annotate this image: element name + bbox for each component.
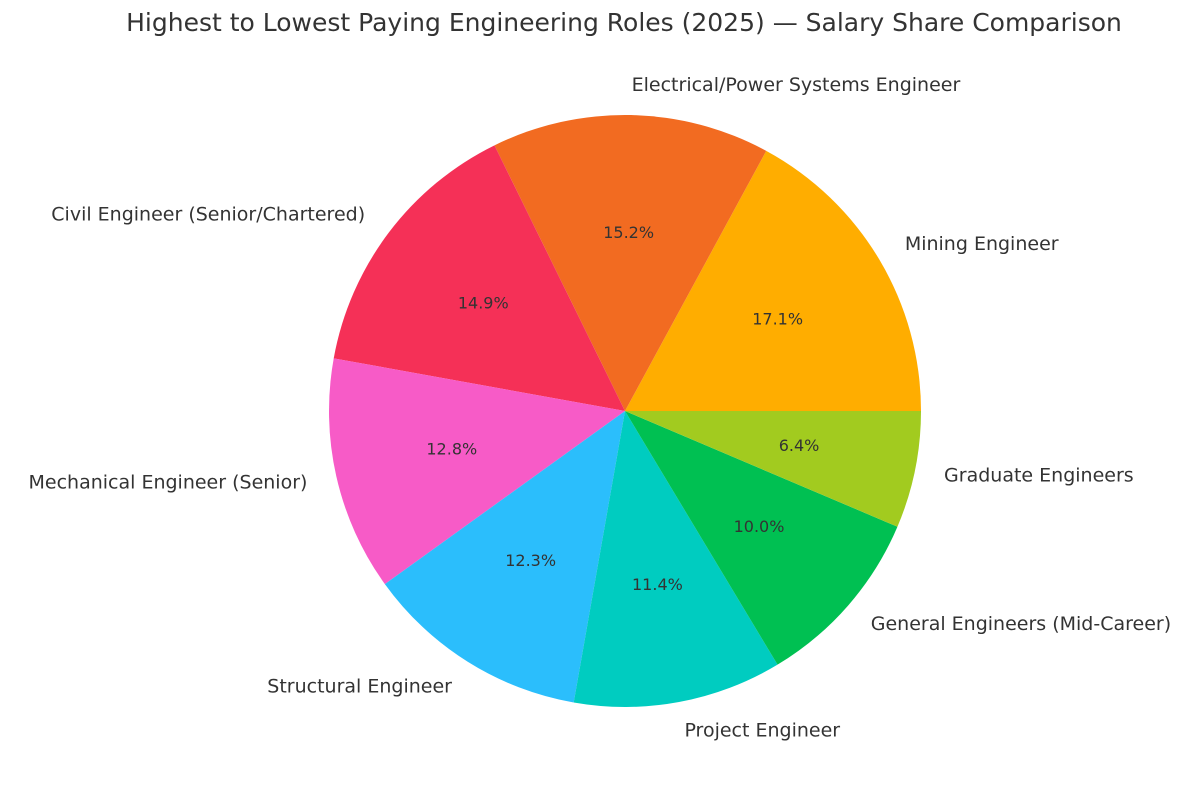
pie-slice [384,411,625,703]
pie-slice [573,411,778,707]
slice-label: Mining Engineer [905,233,1059,255]
chart-title: Highest to Lowest Paying Engineering Rol… [126,8,1122,37]
slice-label: Structural Engineer [267,675,452,697]
percent-label: 10.0% [734,517,785,536]
percent-label: 17.1% [752,310,803,329]
slice-label: General Engineers (Mid-Career) [871,613,1171,635]
slice-label: Project Engineer [684,720,840,742]
percent-label: 6.4% [779,436,820,455]
slice-label: Mechanical Engineer (Senior) [29,471,308,493]
percent-label: 14.9% [458,294,509,313]
percent-label: 11.4% [632,575,683,594]
pie-slice [329,358,625,585]
percent-label: 12.8% [426,440,477,459]
pie-slice [625,150,921,411]
percent-label: 12.3% [505,551,556,570]
pie-slice [625,411,921,527]
percent-label: 15.2% [603,223,654,242]
slice-label: Electrical/Power Systems Engineer [632,74,961,96]
pie-slice [625,411,898,665]
pie-slice [494,115,767,412]
pie-slice [333,145,625,411]
slice-label: Graduate Engineers [944,464,1134,486]
slice-label: Civil Engineer (Senior/Chartered) [51,203,365,225]
